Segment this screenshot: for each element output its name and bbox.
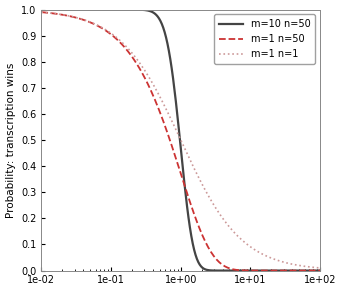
Line: m=10 n=50: m=10 n=50 — [41, 10, 320, 271]
Y-axis label: Probability: transcription wins: Probability: transcription wins — [5, 62, 15, 218]
m=10 n=50 — [39, 8, 43, 11]
m=10 n=50 — [114, 8, 118, 11]
m=1 n=1 — [56, 12, 60, 16]
m=1 n=1 — [304, 265, 308, 268]
m=1 n=50 — [294, 269, 299, 272]
m=10 n=50 — [318, 269, 322, 272]
m=1 n=50 — [91, 22, 95, 25]
m=1 n=50 — [39, 10, 43, 14]
m=1 n=1 — [294, 263, 299, 267]
Line: m=1 n=50: m=1 n=50 — [41, 12, 320, 271]
m=10 n=50 — [91, 8, 95, 11]
m=1 n=1 — [114, 35, 118, 38]
m=1 n=50 — [304, 269, 308, 272]
m=1 n=50 — [56, 12, 60, 16]
m=1 n=1 — [91, 22, 95, 25]
m=10 n=50 — [304, 269, 308, 272]
m=10 n=50 — [56, 8, 60, 11]
m=1 n=50 — [318, 269, 322, 272]
Line: m=1 n=1: m=1 n=1 — [41, 12, 320, 268]
m=1 n=1 — [51, 12, 55, 15]
m=1 n=1 — [39, 10, 43, 14]
m=1 n=50 — [51, 12, 55, 15]
m=1 n=1 — [318, 266, 322, 270]
m=10 n=50 — [51, 8, 55, 11]
Legend: m=10 n=50, m=1 n=50, m=1 n=1: m=10 n=50, m=1 n=50, m=1 n=1 — [214, 15, 315, 64]
m=1 n=50 — [114, 36, 118, 40]
m=10 n=50 — [294, 269, 299, 272]
